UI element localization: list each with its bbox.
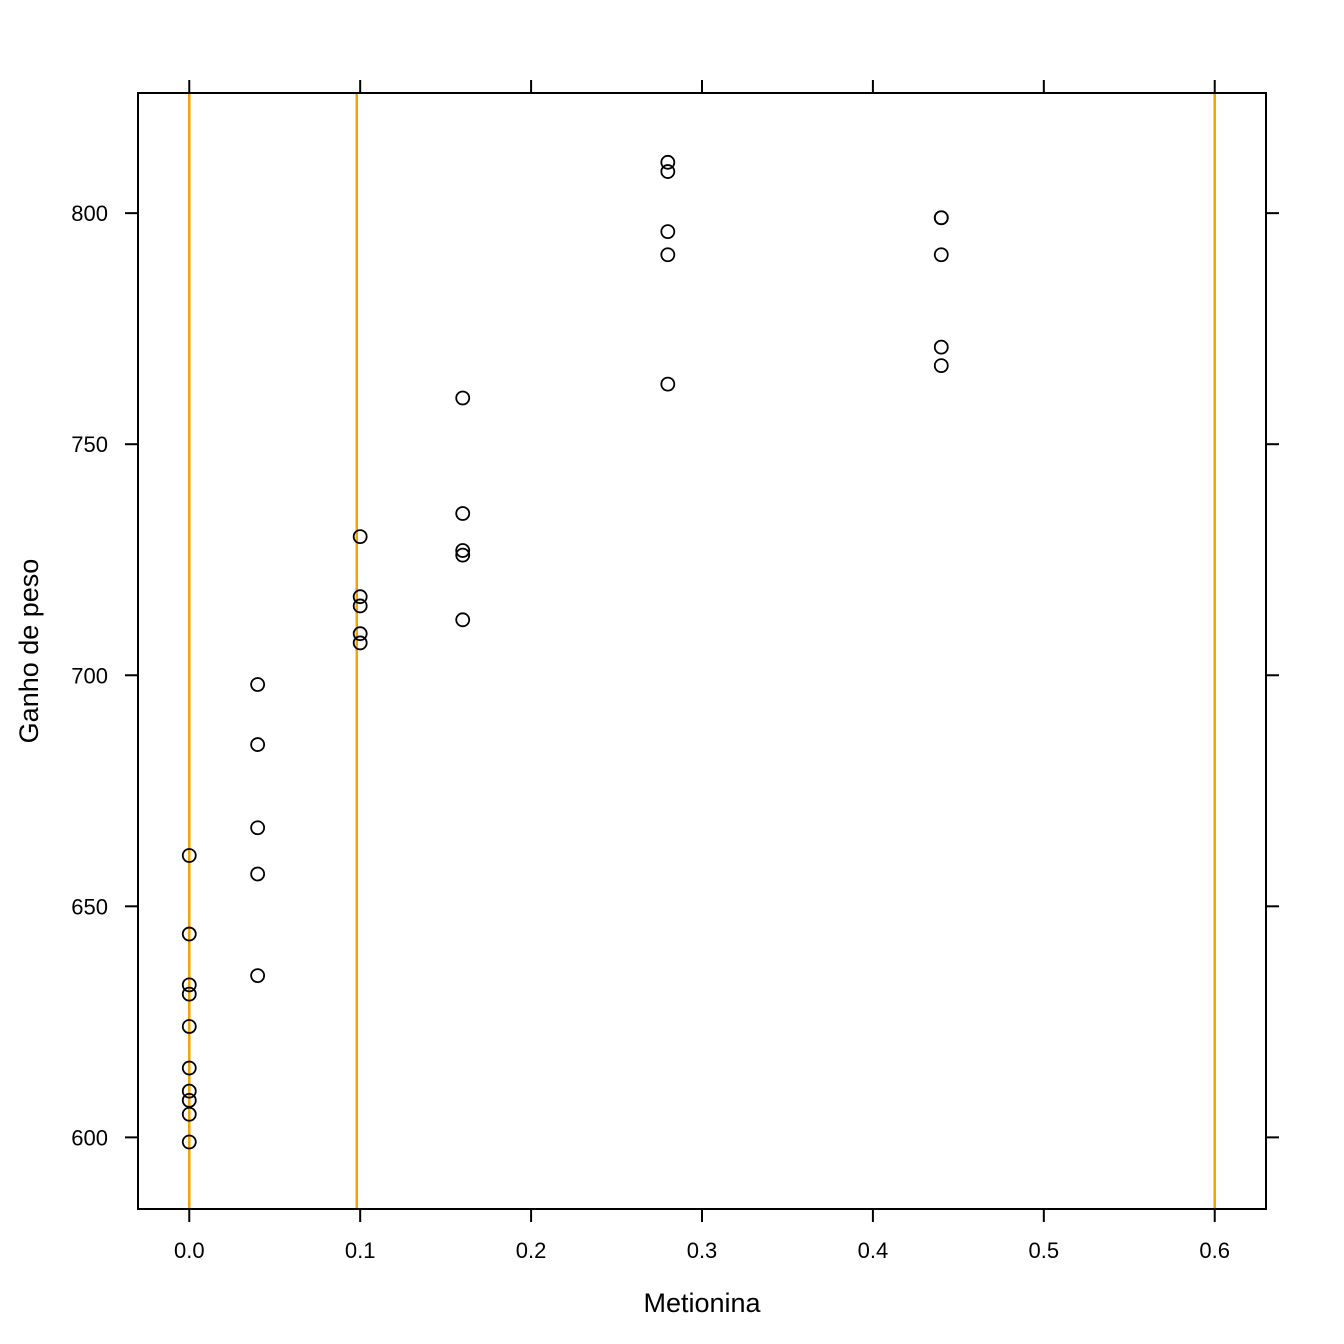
reference-lines: [188, 93, 1216, 1209]
data-point-27: [660, 224, 676, 240]
data-point-8: [181, 1106, 197, 1122]
data-point-33: [933, 339, 949, 355]
data-point-20: [455, 390, 471, 406]
y-tick-label-3: 750: [71, 432, 108, 457]
y-tick-label-0: 600: [71, 1125, 108, 1150]
data-point-24: [455, 612, 471, 628]
x-tick-label-3: 0.3: [687, 1238, 718, 1263]
data-point-26: [660, 164, 676, 179]
data-point-0: [181, 848, 197, 863]
data-point-5: [181, 1060, 197, 1076]
data-point-21: [455, 506, 471, 521]
plot-frame: [137, 92, 1267, 1210]
y-tick-label-1: 650: [71, 894, 108, 919]
data-point-29: [660, 376, 676, 392]
y-tick-label-4: 800: [71, 201, 108, 226]
data-point-17: [352, 598, 368, 614]
data-point-1: [181, 926, 197, 942]
data-point-28: [660, 247, 676, 263]
data-point-23: [455, 547, 471, 563]
data-point-15: [352, 529, 368, 545]
data-point-14: [250, 968, 266, 984]
x-tick-label-6: 0.6: [1199, 1238, 1230, 1263]
x-axis-title: Metionina: [643, 1288, 761, 1318]
data-point-12: [250, 820, 266, 836]
data-point-13: [250, 866, 266, 882]
data-point-31: [933, 210, 949, 226]
x-tick-label-5: 0.5: [1029, 1238, 1060, 1263]
data-point-2: [181, 977, 197, 993]
data-point-4: [181, 1019, 197, 1034]
y-axis-title: Ganho de peso: [14, 559, 44, 744]
data-point-22: [455, 543, 471, 558]
x-axis-ticks: 0.0 0.1 0.2 0.3 0.4 0.5 0.6: [174, 80, 1230, 1263]
data-point-18: [352, 626, 368, 642]
x-tick-label-1: 0.1: [345, 1238, 376, 1263]
y-axis-ticks: 600 650 700 750 800: [71, 201, 1279, 1150]
x-tick-label-4: 0.4: [858, 1238, 889, 1263]
x-tick-label-2: 0.2: [516, 1238, 547, 1263]
data-point-16: [352, 589, 368, 605]
data-point-11: [250, 737, 266, 752]
data-point-6: [181, 1083, 197, 1099]
data-point-10: [250, 677, 266, 692]
y-tick-label-2: 700: [71, 663, 108, 688]
data-point-9: [181, 1134, 197, 1150]
data-points: [181, 154, 949, 1150]
data-point-19: [352, 635, 368, 651]
data-point-34: [933, 358, 949, 374]
data-point-25: [660, 154, 676, 170]
data-point-3: [181, 986, 197, 1002]
x-tick-label-0: 0.0: [174, 1238, 205, 1263]
data-point-32: [933, 247, 949, 263]
